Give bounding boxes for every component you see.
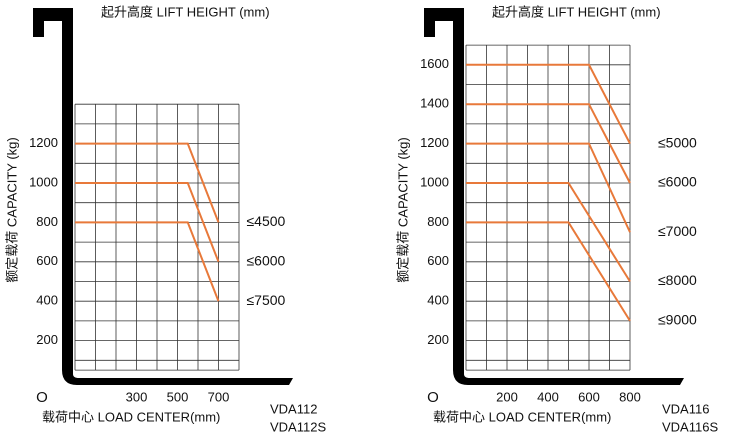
- series-line: [75, 182, 220, 263]
- fork: [33, 8, 293, 385]
- y-tick-label: 1600: [420, 56, 449, 71]
- y-tick-label: 1000: [29, 174, 58, 189]
- chart-title: 起升高度 LIFT HEIGHT (mm): [492, 4, 661, 19]
- series-line: [466, 103, 631, 184]
- y-tick-label: 800: [36, 214, 58, 229]
- series-line: [466, 142, 631, 233]
- series-label: ≤4500: [247, 213, 286, 229]
- series-label: ≤5000: [658, 134, 697, 150]
- y-tick-label: 1000: [420, 174, 449, 189]
- y-tick-label: 1200: [420, 135, 449, 150]
- x-tick-label: 200: [496, 389, 518, 404]
- series-label: ≤7000: [658, 223, 697, 239]
- series-line: [75, 221, 220, 302]
- y-tick-label: 200: [36, 332, 58, 347]
- series-label: ≤8000: [658, 272, 697, 288]
- x-tick-label: 700: [208, 389, 230, 404]
- y-tick-label: 200: [427, 332, 449, 347]
- y-tick-label: 400: [36, 293, 58, 308]
- y-tick-label: 600: [36, 253, 58, 268]
- series-line: [466, 63, 631, 145]
- y-axis-label: 额定载荷 CAPACITY (kg): [4, 137, 19, 282]
- y-axis-label: 额定载荷 CAPACITY (kg): [395, 137, 410, 282]
- series-line: [466, 182, 631, 283]
- series-label: ≤7500: [247, 292, 286, 308]
- series-label: ≤6000: [658, 174, 697, 190]
- y-tick-label: 1400: [420, 96, 449, 111]
- model-label: VDA116S: [662, 419, 718, 434]
- series-line: [466, 221, 631, 322]
- x-tick-label: 300: [126, 389, 148, 404]
- x-axis-label: 载荷中心 LOAD CENTER(mm): [42, 409, 220, 424]
- x-axis-label: 载荷中心 LOAD CENTER(mm): [433, 409, 611, 424]
- origin-label: O: [36, 389, 48, 406]
- origin-label: O: [427, 389, 439, 406]
- series-label: ≤9000: [658, 312, 697, 328]
- x-tick-label: 600: [578, 389, 600, 404]
- series-label: ≤6000: [247, 253, 286, 269]
- y-tick-label: 800: [427, 214, 449, 229]
- model-label: VDA112S: [270, 419, 326, 434]
- y-tick-label: 1200: [29, 135, 58, 150]
- model-label: VDA112: [270, 401, 317, 416]
- chart-title: 起升高度 LIFT HEIGHT (mm): [101, 4, 270, 19]
- x-tick-label: 500: [167, 389, 189, 404]
- y-tick-label: 600: [427, 253, 449, 268]
- model-label: VDA116: [662, 401, 709, 416]
- x-tick-label: 400: [537, 389, 559, 404]
- y-tick-label: 400: [427, 293, 449, 308]
- x-tick-label: 800: [619, 389, 641, 404]
- series-line: [75, 142, 220, 223]
